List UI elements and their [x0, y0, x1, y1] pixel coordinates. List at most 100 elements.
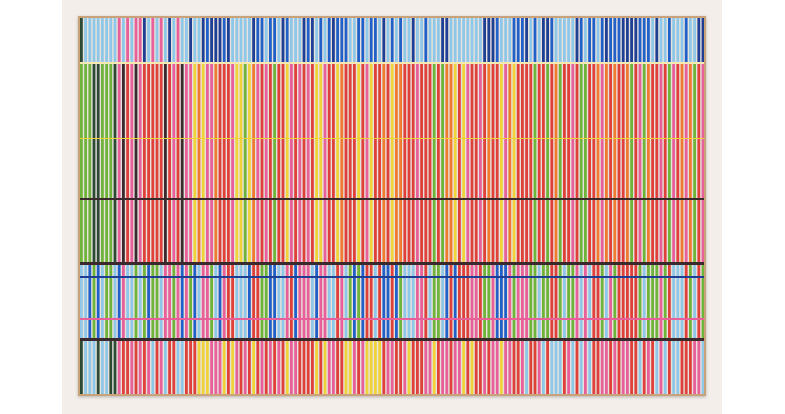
- stripe-bottom: [84, 338, 87, 394]
- stripe-middle: [361, 62, 365, 262]
- stripe-lower: [285, 262, 289, 338]
- stripe-top: [260, 18, 264, 62]
- stripe-middle: [395, 62, 398, 262]
- stripe-lower: [453, 262, 457, 338]
- stripe-bottom: [122, 338, 125, 394]
- stripe-top: [491, 18, 495, 62]
- stripe-lower: [193, 262, 197, 338]
- stripe-top: [365, 18, 369, 62]
- stripe-middle: [487, 62, 491, 262]
- stripe-middle: [168, 62, 171, 262]
- stripe-lower: [542, 262, 545, 338]
- stripe-middle: [164, 62, 167, 262]
- stripe-middle: [521, 62, 524, 262]
- stripe-middle: [428, 62, 432, 262]
- stripe-middle: [546, 62, 549, 262]
- stripe-top: [449, 18, 453, 62]
- stripe-middle: [449, 62, 453, 262]
- stripe-bottom: [449, 338, 453, 394]
- stripe-middle: [689, 62, 692, 262]
- stripe-top: [437, 18, 440, 62]
- stripe-bottom: [168, 338, 171, 394]
- stripe-lower: [172, 262, 176, 338]
- stripe-top: [378, 18, 381, 62]
- stripe-top: [609, 18, 612, 62]
- stripe-bottom: [638, 338, 642, 394]
- stripe-top: [416, 18, 419, 62]
- stripe-top: [227, 18, 230, 62]
- stripe-top: [697, 18, 701, 62]
- stripe-top: [647, 18, 650, 62]
- stripe-lower: [344, 262, 348, 338]
- stripe-bottom: [130, 338, 134, 394]
- stripe-bottom: [159, 338, 163, 394]
- stripe-top: [432, 18, 436, 62]
- stripe-middle: [176, 62, 180, 262]
- stripe-lower: [521, 262, 524, 338]
- stripe-middle: [432, 62, 436, 262]
- stripe-lower: [647, 262, 650, 338]
- stripe-lower: [256, 262, 260, 338]
- stripe-middle: [407, 62, 411, 262]
- stripe-middle: [109, 62, 113, 262]
- stripe-bottom: [495, 338, 499, 394]
- stripe-bottom: [88, 338, 92, 394]
- stripe-lower: [382, 262, 386, 338]
- stripe-top: [336, 18, 339, 62]
- stripe-middle: [344, 62, 348, 262]
- stripe-middle: [470, 62, 474, 262]
- stripe-middle: [323, 62, 327, 262]
- stripe-top: [273, 18, 276, 62]
- stripe-bottom: [546, 338, 549, 394]
- stripe-top: [231, 18, 234, 62]
- stripe-bottom: [92, 338, 96, 394]
- stripe-middle: [672, 62, 675, 262]
- stripe-bottom: [689, 338, 692, 394]
- stripe-lower: [537, 262, 541, 338]
- stripe-lower: [617, 262, 621, 338]
- stripe-lower: [336, 262, 339, 338]
- stripe-top: [126, 18, 129, 62]
- stripe-bottom: [554, 338, 558, 394]
- stripe-middle: [88, 62, 92, 262]
- stripe-bottom: [344, 338, 348, 394]
- stripe-top: [487, 18, 491, 62]
- stripe-top: [222, 18, 226, 62]
- stripe-middle: [453, 62, 457, 262]
- stripe-middle: [201, 62, 205, 262]
- stripe-bottom: [504, 338, 507, 394]
- stripe-bottom: [218, 338, 222, 394]
- stripe-top: [214, 18, 218, 62]
- stripe-middle: [239, 62, 243, 262]
- stripe-middle: [684, 62, 688, 262]
- stripe-lower: [411, 262, 415, 338]
- stripe-lower: [437, 262, 440, 338]
- stripe-middle: [411, 62, 415, 262]
- stripe-bottom: [537, 338, 541, 394]
- stripe-middle: [298, 62, 302, 262]
- stripe-top: [701, 18, 704, 62]
- stripe-bottom: [592, 338, 596, 394]
- stripe-top: [277, 18, 281, 62]
- stripe-middle: [130, 62, 134, 262]
- horizontal-band: [80, 318, 704, 320]
- stripe-bottom: [227, 338, 230, 394]
- stripe-lower: [239, 262, 243, 338]
- stripe-middle: [281, 62, 285, 262]
- stripe-top: [323, 18, 327, 62]
- stripe-top: [210, 18, 213, 62]
- stripe-top: [248, 18, 251, 62]
- stripe-lower: [558, 262, 562, 338]
- stripe-bottom: [214, 338, 218, 394]
- stripe-bottom: [105, 338, 108, 394]
- stripe-bottom: [298, 338, 302, 394]
- stripe-bottom: [197, 338, 201, 394]
- stripe-lower: [357, 262, 360, 338]
- stripe-middle: [151, 62, 155, 262]
- stripe-top: [626, 18, 629, 62]
- stripe-bottom: [185, 338, 188, 394]
- stripe-top: [281, 18, 285, 62]
- stripe-middle: [264, 62, 268, 262]
- stripe-top: [206, 18, 209, 62]
- stripe-middle: [701, 62, 704, 262]
